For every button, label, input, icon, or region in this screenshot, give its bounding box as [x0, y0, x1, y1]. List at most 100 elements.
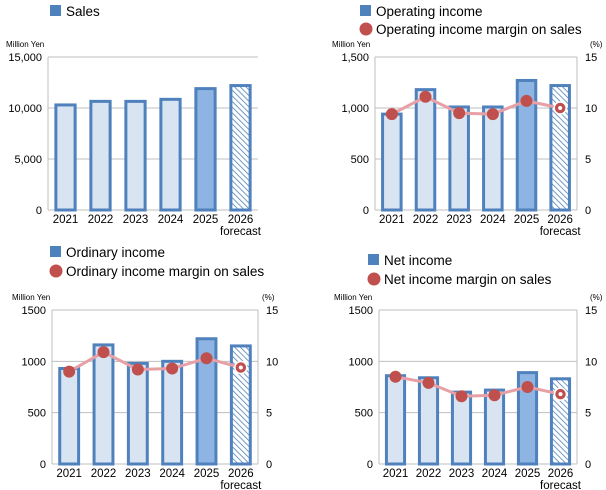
x-tick-label: 2026 — [228, 214, 254, 226]
legend-marker-circle — [367, 272, 381, 286]
margin-point — [63, 365, 76, 378]
bar — [381, 112, 403, 212]
margin-point — [166, 362, 179, 375]
x-tick-label: 2022 — [413, 214, 439, 226]
margin-point-center — [558, 392, 563, 397]
bar — [58, 367, 81, 466]
y-tick-label: 500 — [355, 408, 373, 420]
bar — [414, 88, 437, 212]
legend-label: Operating income margin on sales — [376, 22, 582, 37]
y-tick-label: 10,000 — [8, 103, 42, 115]
y-tick-label: 1500 — [349, 305, 373, 317]
legend-label: Operating income — [376, 4, 483, 19]
margin-point — [419, 90, 432, 103]
x-tick-label: 2021 — [379, 214, 405, 226]
legend-marker-square — [50, 5, 61, 16]
x-tick-label: 2025 — [194, 468, 220, 480]
y2-tick-label: 5 — [585, 408, 591, 420]
x-tick-label: 2021 — [56, 468, 82, 480]
y2-tick-label: 10 — [585, 103, 597, 115]
bar — [194, 87, 217, 212]
margin-point-center — [558, 106, 563, 110]
margin-point — [455, 390, 468, 403]
x-tick-sublabel: forecast — [220, 226, 262, 238]
x-tick-label: 2025 — [515, 468, 541, 480]
bar — [549, 377, 572, 466]
y-tick-label: 15,000 — [8, 52, 42, 64]
x-tick-label: 2021 — [53, 214, 79, 226]
margin-point — [422, 376, 435, 389]
x-tick-label: 2026 — [548, 468, 574, 480]
bar — [89, 99, 112, 212]
bar — [161, 359, 184, 466]
bar — [229, 344, 252, 466]
y-tick-label: 1000 — [22, 356, 46, 368]
x-tick-sublabel: forecast — [220, 480, 262, 490]
y-tick-label: 0 — [363, 205, 369, 217]
y2-tick-label: 5 — [266, 408, 272, 420]
x-tick-label: 2022 — [91, 468, 117, 480]
bar — [515, 78, 538, 212]
bar — [195, 337, 218, 466]
bar — [124, 99, 147, 212]
y-tick-label: 0 — [36, 205, 42, 217]
bar — [482, 105, 504, 212]
chart-panel-1: Sales Million Yen 0 5,000 10,000 15,000 2021 20… — [6, 4, 262, 238]
x-tick-label: 2025 — [193, 214, 219, 226]
unit-label-left: Million Yen — [6, 40, 44, 49]
legend-label: Ordinary income — [66, 245, 165, 260]
margin-point — [520, 94, 533, 107]
x-tick-label: 2025 — [514, 214, 540, 226]
y-tick-label: 500 — [351, 154, 369, 166]
unit-label-right: (%) — [262, 293, 275, 302]
y-tick-label: 1,500 — [341, 52, 369, 64]
legend-marker-circle — [49, 264, 63, 278]
legend-label: Net income margin on sales — [384, 272, 552, 287]
y2-tick-label: 0 — [585, 459, 591, 471]
y-tick-label: 1500 — [22, 305, 46, 317]
x-tick-label: 2024 — [482, 468, 508, 480]
margin-point — [131, 363, 144, 376]
x-tick-label: 2026 — [228, 468, 254, 480]
x-tick-label: 2023 — [125, 468, 151, 480]
bar — [450, 390, 473, 466]
legend-marker-square — [360, 5, 371, 16]
y-tick-label: 500 — [28, 408, 46, 420]
bar — [417, 376, 440, 466]
unit-label-right: (%) — [590, 293, 603, 302]
x-tick-label: 2026 — [547, 214, 573, 226]
margin-point — [521, 381, 534, 393]
y2-tick-label: 10 — [585, 356, 597, 368]
y2-tick-label: 0 — [585, 205, 591, 217]
x-tick-sublabel: forecast — [540, 480, 582, 490]
chart-panel-2: Operating income Operating income margin … — [332, 4, 603, 238]
legend-marker-circle — [359, 22, 373, 36]
x-tick-label: 2023 — [123, 214, 149, 226]
unit-label-left: Million Yen — [12, 293, 50, 302]
y2-tick-label: 15 — [585, 52, 597, 64]
x-tick-sublabel: forecast — [540, 226, 582, 238]
chart-panel-4: Net income Net income margin on sales Mill… — [334, 253, 603, 490]
y2-tick-label: 15 — [585, 305, 597, 317]
x-tick-label: 2022 — [416, 468, 442, 480]
x-tick-label: 2024 — [480, 214, 506, 226]
x-tick-label: 2023 — [446, 214, 472, 226]
margin-point — [389, 370, 402, 383]
margin-point — [486, 108, 499, 121]
x-tick-label: 2024 — [159, 468, 185, 480]
legend-marker-square — [368, 254, 379, 265]
legend-label: Ordinary income margin on sales — [66, 264, 264, 279]
y-tick-label: 1,000 — [341, 103, 369, 115]
legend-marker-square — [50, 246, 61, 257]
y-tick-label: 0 — [367, 459, 373, 471]
bar — [516, 371, 539, 466]
margin-point — [385, 108, 398, 121]
margin-point — [97, 346, 110, 359]
bar — [229, 84, 252, 212]
x-tick-label: 2021 — [383, 468, 409, 480]
bar — [92, 343, 115, 466]
bar — [448, 105, 470, 212]
y-tick-label: 5,000 — [14, 154, 42, 166]
x-tick-label: 2023 — [449, 468, 475, 480]
